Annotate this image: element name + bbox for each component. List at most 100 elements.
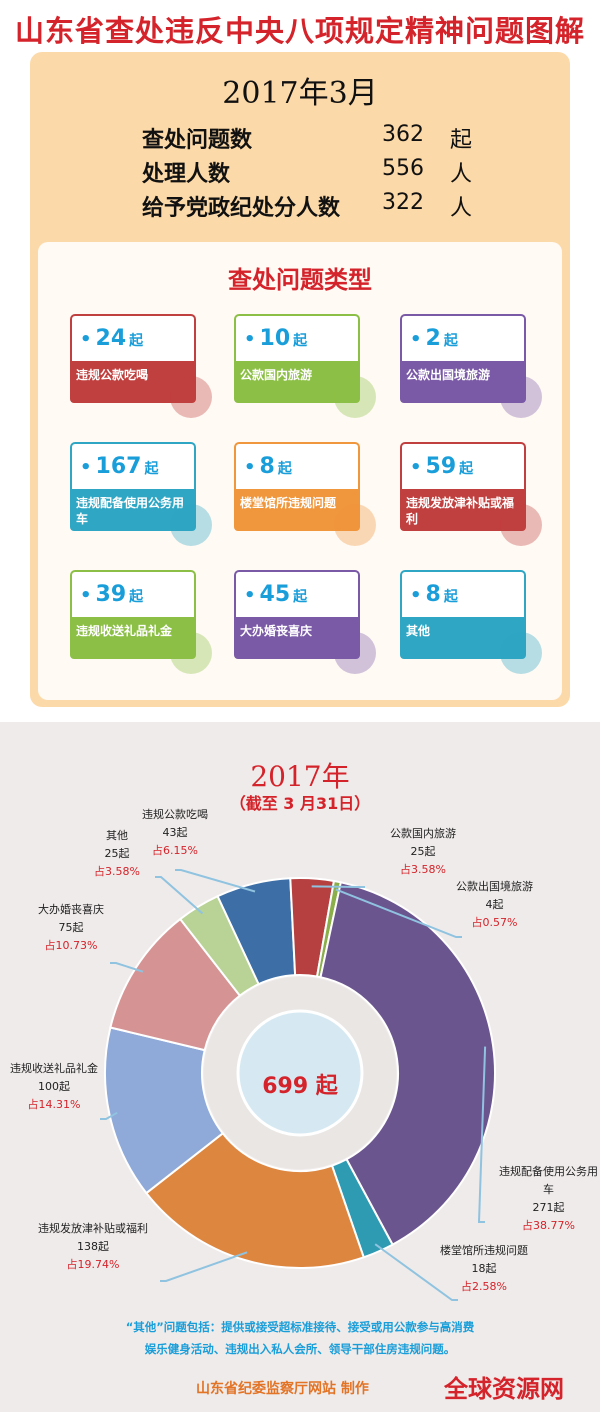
stat-label: 给予党政纪处分人数	[142, 196, 341, 221]
slice-name: 其他	[105, 829, 128, 842]
slice-count: 43起	[162, 826, 188, 839]
card-header: • 39 起	[70, 570, 196, 618]
stat-unit: 人	[450, 162, 473, 187]
year-title: 2017年	[250, 760, 350, 793]
slice-name: 违规公款吃喝	[142, 808, 208, 821]
slice-pct: 占6.15%	[152, 844, 198, 857]
leader-line	[110, 962, 144, 973]
card-number: 24	[95, 326, 127, 351]
slice-count: 100起	[38, 1080, 70, 1093]
note-line-1: “其他”问题包括：提供或接受超标准接待、接受或用公款参与高消费	[125, 1320, 475, 1334]
card-unit: 起	[443, 333, 458, 349]
bullet-icon: •	[80, 585, 92, 606]
card-unit: 起	[144, 461, 159, 477]
card-label: 违规收送礼品礼金	[70, 617, 196, 659]
bullet-icon: •	[244, 329, 256, 350]
card-label: 大办婚丧喜庆	[234, 617, 360, 659]
card-header: • 10 起	[234, 314, 360, 362]
slice-pct: 占3.58%	[400, 863, 446, 876]
card-value: • 45 起	[244, 582, 307, 607]
type-card: • 39 起违规收送礼品礼金	[70, 570, 212, 674]
month-title: 2017年3月	[222, 76, 378, 111]
card-number: 39	[95, 582, 127, 607]
slice-label: 违规收送礼品礼金 100起 占14.31%	[10, 1060, 98, 1114]
decor-circle	[334, 504, 376, 546]
decor-circle	[334, 632, 376, 674]
slice-label: 违规公款吃喝 43起占6.15%	[142, 806, 208, 860]
slice-name: 违规发放津补贴或福利	[38, 1222, 148, 1235]
leader-line	[175, 869, 256, 893]
slice-label: 其他 25起 占3.58%	[94, 827, 140, 881]
page-title: 山东省查处违反中央八项规定精神问题图解	[14, 14, 585, 48]
card-label: 楼堂馆所违规问题	[234, 489, 360, 531]
slice-name: 公款国内旅游	[390, 827, 456, 840]
card-unit: 起	[293, 333, 308, 349]
card-label: 违规发放津补贴或福利	[400, 489, 526, 531]
card-header: • 2 起	[400, 314, 526, 362]
slice-pct: 占19.74%	[66, 1258, 120, 1271]
card-header: • 59 起	[400, 442, 526, 490]
slice-pct: 占10.73%	[44, 939, 98, 952]
month-panel: 2017年3月 查处问题数 362 起 处理人数 556 人 给予党政纪处分人数…	[30, 52, 570, 707]
card-value: • 59 起	[410, 454, 473, 479]
type-card: • 8 起楼堂馆所违规问题	[234, 442, 376, 546]
slice-label: 公款国内旅游 25起 占3.58%	[390, 825, 456, 879]
card-unit: 起	[129, 333, 144, 349]
decor-circle	[170, 632, 212, 674]
slice-label: 违规发放津补贴或福利 138起 占19.74%	[38, 1220, 148, 1274]
bullet-icon: •	[244, 585, 256, 606]
card-label: 违规公款吃喝	[70, 361, 196, 403]
card-header: • 167 起	[70, 442, 196, 490]
type-card: • 45 起大办婚丧喜庆	[234, 570, 376, 674]
card-number: 10	[259, 326, 291, 351]
center-total: 699 起	[262, 1074, 338, 1099]
slice-count: 4起	[485, 898, 504, 911]
decor-circle	[334, 376, 376, 418]
slice-pct: 占3.58%	[94, 865, 140, 878]
slice-name: 楼堂馆所违规问题	[440, 1244, 528, 1257]
stat-unit: 起	[450, 128, 473, 153]
center-disc	[236, 1009, 364, 1137]
pie-slice	[104, 1026, 225, 1195]
stat-label: 处理人数	[142, 162, 231, 187]
card-label: 公款国内旅游	[234, 361, 360, 403]
slice-pct: 占14.31%	[27, 1098, 81, 1111]
card-number: 45	[259, 582, 291, 607]
leader-line	[155, 876, 204, 915]
bullet-icon: •	[80, 457, 92, 478]
card-label: 违规配备使用公务用车	[70, 489, 196, 531]
as-of-date: （截至 3 月31日）	[229, 794, 371, 813]
card-value: • 8 起	[244, 454, 292, 479]
leader-line	[477, 1046, 487, 1223]
stat-value: 556	[382, 156, 424, 181]
card-header: • 8 起	[234, 442, 360, 490]
pie-slice	[144, 1131, 366, 1269]
type-card: • 24 起违规公款吃喝	[70, 314, 212, 418]
types-box: 查处问题类型 • 24 起违规公款吃喝 • 10 起公款国内旅游 • 2 起公款出国境旅游 • 16…	[38, 242, 562, 700]
bullet-icon: •	[244, 457, 256, 478]
leader-line	[335, 888, 462, 938]
slice-pct: 占0.57%	[471, 916, 518, 929]
slice-pct: 占38.77%	[522, 1219, 575, 1232]
card-label: 公款出国境旅游	[400, 361, 526, 403]
card-value: • 39 起	[80, 582, 143, 607]
leader-line	[100, 1111, 118, 1120]
slice-count: 75起	[58, 921, 84, 934]
decor-circle	[170, 504, 212, 546]
type-card: • 167 起违规配备使用公务用车	[70, 442, 212, 546]
stat-value: 322	[382, 190, 424, 215]
card-label: 其他	[400, 617, 526, 659]
bullet-icon: •	[410, 585, 422, 606]
card-header: • 24 起	[70, 314, 196, 362]
credit: 山东省纪委监察厅网站 制作	[196, 1381, 369, 1397]
card-unit: 起	[459, 461, 474, 477]
stat-unit: 人	[450, 196, 473, 221]
card-number: 8	[425, 582, 441, 607]
card-number: 8	[259, 454, 275, 479]
stat-label: 查处问题数	[142, 128, 253, 153]
decor-circle	[500, 376, 542, 418]
slice-label: 大办婚丧喜庆 75起 占10.73%	[38, 901, 104, 955]
card-header: • 45 起	[234, 570, 360, 618]
leader-line	[311, 885, 365, 888]
bullet-icon: •	[80, 329, 92, 350]
